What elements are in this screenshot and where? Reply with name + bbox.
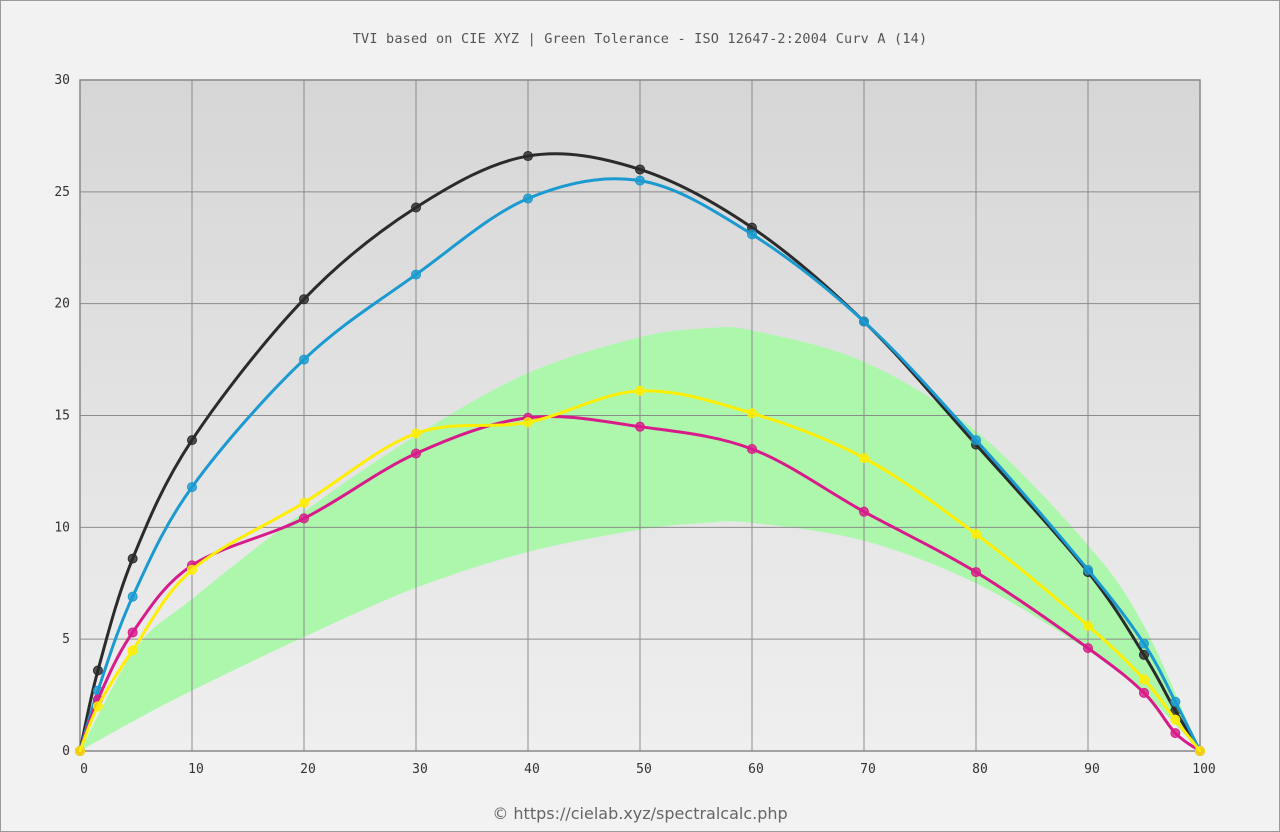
x-tick-label: 20 [300, 762, 316, 777]
source-url: © https://cielab.xyz/spectralcalc.php [492, 804, 788, 823]
y-axis-ticks: 0 5 10 15 20 25 30 [54, 73, 70, 759]
x-tick-label: 40 [524, 762, 540, 777]
data-point [747, 229, 757, 240]
data-point [1083, 620, 1093, 631]
plot-border [79, 79, 1201, 752]
chart-title: TVI based on CIE XYZ | Green Tolerance -… [352, 31, 928, 47]
data-point [523, 151, 533, 162]
data-point [1139, 687, 1149, 698]
data-point [1170, 714, 1181, 725]
data-point [747, 444, 757, 455]
data-point [299, 513, 309, 524]
data-point [635, 164, 645, 175]
y-tick-label: 20 [54, 297, 70, 312]
y-tick-label: 5 [62, 632, 70, 647]
data-point [523, 193, 533, 204]
data-point [127, 645, 138, 656]
data-point [971, 529, 981, 540]
x-tick-label: 0 [80, 762, 88, 777]
x-tick-label: 30 [412, 762, 428, 777]
data-point [1139, 674, 1149, 685]
grid-lines [80, 80, 1200, 751]
data-point [1139, 649, 1149, 660]
y-tick-label: 15 [54, 409, 70, 424]
series-line [78, 152, 1202, 753]
series-3 [75, 385, 1205, 756]
data-point [411, 428, 421, 439]
data-point [299, 294, 309, 305]
data-point [127, 627, 138, 638]
data-point [859, 452, 869, 463]
data-point [411, 448, 421, 459]
data-point [747, 408, 757, 419]
x-tick-label: 70 [860, 762, 876, 777]
data-point [859, 506, 869, 517]
data-point [75, 746, 85, 756]
data-point [523, 417, 533, 428]
x-tick-label: 60 [748, 762, 764, 777]
y-tick-label: 25 [54, 185, 70, 200]
data-point [635, 421, 645, 432]
data-point [971, 567, 981, 578]
data-point [187, 435, 197, 446]
data-point [1139, 638, 1149, 649]
x-tick-label: 100 [1192, 762, 1215, 777]
data-point [1083, 564, 1093, 575]
x-tick-label: 10 [188, 762, 204, 777]
y-tick-label: 0 [62, 744, 70, 759]
data-point [411, 269, 421, 280]
data-point [635, 175, 645, 186]
data-point [299, 497, 309, 508]
data-point [1195, 746, 1205, 756]
tolerance-band [80, 326, 1200, 751]
data-point [859, 316, 869, 327]
data-point [127, 591, 138, 602]
y-tick-label: 10 [54, 520, 70, 535]
data-point [635, 385, 645, 396]
data-point [411, 202, 421, 213]
data-point [187, 564, 197, 575]
data-point [92, 701, 103, 712]
data-point [299, 354, 309, 365]
data-point [127, 553, 138, 564]
x-axis-ticks: 0 10 20 30 40 50 60 70 80 90 100 [80, 762, 1216, 777]
data-point [1083, 643, 1093, 654]
x-tick-label: 50 [636, 762, 652, 777]
data-point [971, 435, 981, 446]
tolerance-area [80, 326, 1200, 751]
data-point [1170, 696, 1181, 707]
y-tick-label: 30 [54, 73, 70, 88]
x-tick-label: 90 [1084, 762, 1100, 777]
data-point [1170, 728, 1181, 739]
data-point [187, 482, 197, 493]
series-group [75, 151, 1205, 756]
data-point [92, 665, 103, 676]
x-tick-label: 80 [972, 762, 988, 777]
